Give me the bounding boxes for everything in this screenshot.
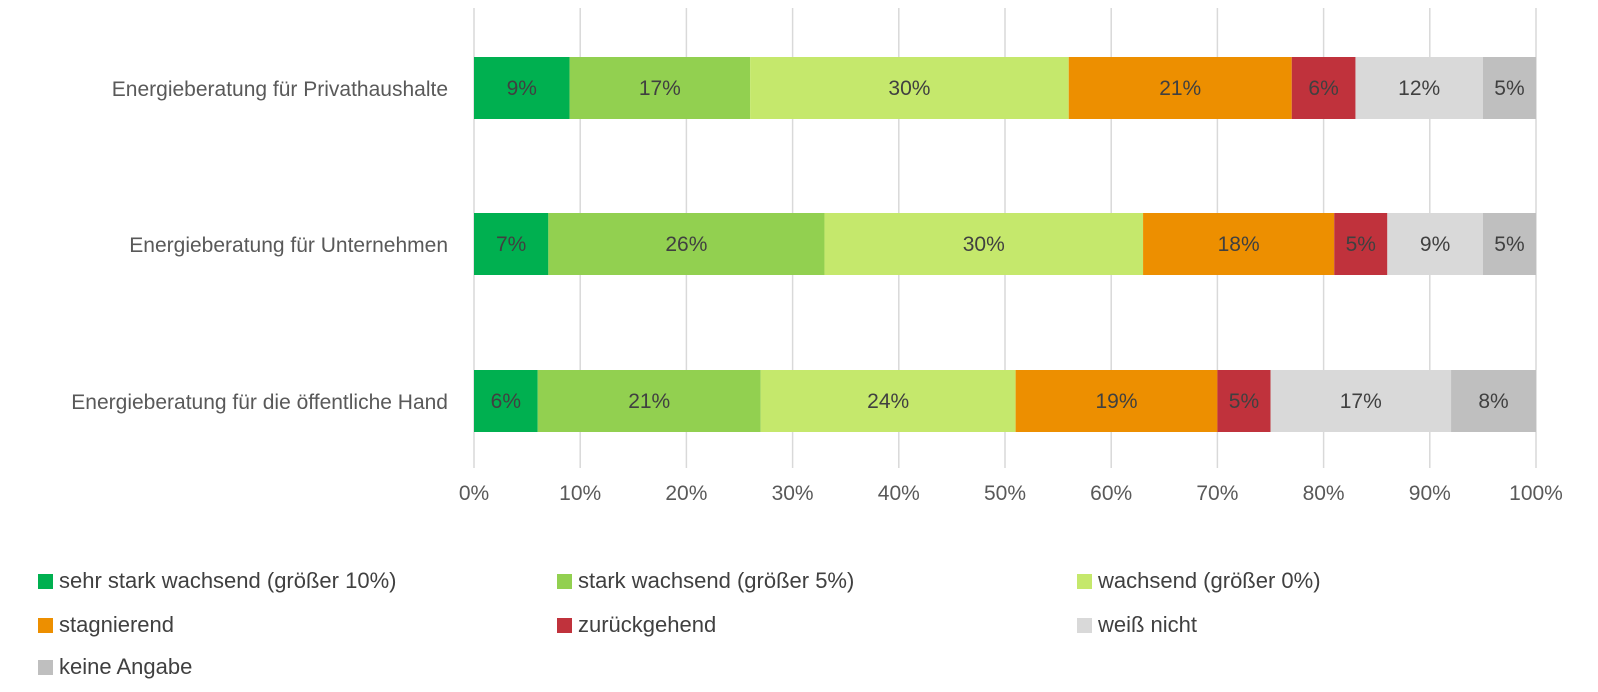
data-label: 5% bbox=[1229, 390, 1259, 413]
bar-segment bbox=[569, 57, 751, 119]
category-label: Energieberatung für Privathaushalte bbox=[112, 78, 448, 101]
bar-segment bbox=[474, 370, 538, 432]
bar-segment bbox=[1068, 57, 1292, 119]
data-label: 17% bbox=[639, 77, 681, 100]
data-label: 24% bbox=[867, 390, 909, 413]
data-label: 21% bbox=[1159, 77, 1201, 100]
category-label: Energieberatung für Unternehmen bbox=[129, 234, 448, 257]
data-label: 17% bbox=[1340, 390, 1382, 413]
data-label: 6% bbox=[491, 390, 521, 413]
bar-segment bbox=[1451, 370, 1536, 432]
bar-segment bbox=[474, 213, 549, 275]
bar-segment bbox=[1482, 213, 1536, 275]
x-tick-label: 50% bbox=[984, 482, 1026, 505]
data-label: 21% bbox=[628, 390, 670, 413]
bar-segment bbox=[548, 213, 825, 275]
x-tick-label: 100% bbox=[1509, 482, 1563, 505]
bar-segment bbox=[1355, 57, 1483, 119]
x-tick-label: 90% bbox=[1409, 482, 1451, 505]
bar-segment bbox=[1015, 370, 1218, 432]
bar-segment bbox=[1143, 213, 1335, 275]
data-label: 7% bbox=[496, 233, 526, 256]
data-label: 12% bbox=[1398, 77, 1440, 100]
data-label: 26% bbox=[665, 233, 707, 256]
data-label: 18% bbox=[1218, 233, 1260, 256]
category-label: Energieberatung für die öffentliche Hand bbox=[71, 391, 448, 414]
data-label: 6% bbox=[1308, 77, 1338, 100]
x-tick-label: 10% bbox=[559, 482, 601, 505]
bar-segment bbox=[760, 370, 1016, 432]
data-label: 30% bbox=[963, 233, 1005, 256]
bar-segment bbox=[824, 213, 1144, 275]
bar-segment bbox=[1387, 213, 1483, 275]
bar-segment bbox=[1334, 213, 1388, 275]
bar-segment bbox=[1482, 57, 1536, 119]
x-tick-label: 70% bbox=[1196, 482, 1238, 505]
data-label: 19% bbox=[1095, 390, 1137, 413]
x-tick-label: 60% bbox=[1090, 482, 1132, 505]
data-label: 8% bbox=[1478, 390, 1508, 413]
bar-segment bbox=[1270, 370, 1452, 432]
data-label: 5% bbox=[1346, 233, 1376, 256]
bar-segment bbox=[537, 370, 761, 432]
data-label: 5% bbox=[1494, 233, 1524, 256]
x-tick-label: 30% bbox=[772, 482, 814, 505]
bar-segment bbox=[1217, 370, 1271, 432]
data-label: 9% bbox=[507, 77, 537, 100]
x-tick-label: 0% bbox=[459, 482, 489, 505]
data-label: 5% bbox=[1494, 77, 1524, 100]
data-label: 30% bbox=[888, 77, 930, 100]
x-tick-label: 80% bbox=[1303, 482, 1345, 505]
data-label: 9% bbox=[1420, 233, 1450, 256]
bar-segment bbox=[474, 57, 570, 119]
bar-segment bbox=[1291, 57, 1356, 119]
x-tick-label: 20% bbox=[665, 482, 707, 505]
x-tick-label: 40% bbox=[878, 482, 920, 505]
bar-segment bbox=[750, 57, 1069, 119]
